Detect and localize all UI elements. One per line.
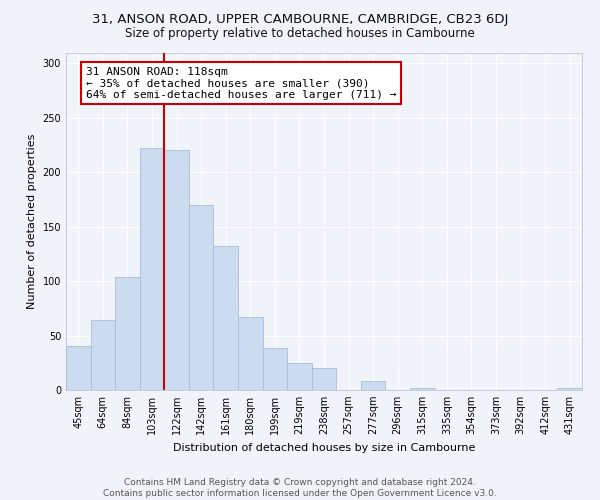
Bar <box>91 320 115 390</box>
Y-axis label: Number of detached properties: Number of detached properties <box>27 134 37 309</box>
Bar <box>214 246 238 390</box>
Bar <box>410 388 434 390</box>
Bar <box>238 317 263 390</box>
Bar <box>66 346 91 390</box>
Bar <box>263 348 287 390</box>
Text: 31 ANSON ROAD: 118sqm
← 35% of detached houses are smaller (390)
64% of semi-det: 31 ANSON ROAD: 118sqm ← 35% of detached … <box>86 66 396 100</box>
Bar <box>140 148 164 390</box>
Text: Size of property relative to detached houses in Cambourne: Size of property relative to detached ho… <box>125 28 475 40</box>
Bar <box>164 150 189 390</box>
Bar <box>312 368 336 390</box>
Bar <box>115 277 140 390</box>
Bar <box>287 363 312 390</box>
Bar <box>557 388 582 390</box>
X-axis label: Distribution of detached houses by size in Cambourne: Distribution of detached houses by size … <box>173 442 475 452</box>
Text: Contains HM Land Registry data © Crown copyright and database right 2024.
Contai: Contains HM Land Registry data © Crown c… <box>103 478 497 498</box>
Bar <box>361 382 385 390</box>
Bar <box>189 205 214 390</box>
Text: 31, ANSON ROAD, UPPER CAMBOURNE, CAMBRIDGE, CB23 6DJ: 31, ANSON ROAD, UPPER CAMBOURNE, CAMBRID… <box>92 12 508 26</box>
